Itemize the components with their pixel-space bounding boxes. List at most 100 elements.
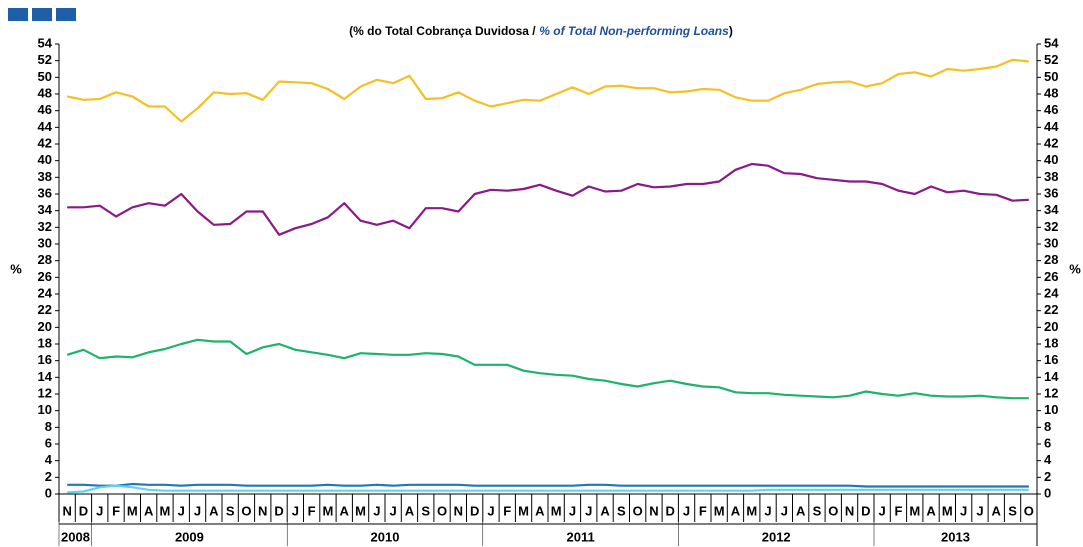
y-tick-label: 32 [38, 219, 52, 234]
logo-block [56, 8, 76, 21]
y2-tick-label: 2 [1044, 469, 1051, 484]
y2-tick-label: 16 [1044, 352, 1058, 367]
y-tick-label: 20 [38, 319, 52, 334]
y2-tick-label: 38 [1044, 169, 1058, 184]
group-label: 2012 [762, 529, 791, 544]
x-tick-label: N [649, 503, 658, 518]
x-tick-label: S [1008, 503, 1017, 518]
x-tick-label: M [746, 503, 757, 518]
group-label: 2011 [566, 529, 594, 544]
y-tick-label: 48 [38, 85, 52, 100]
x-tick-label: A [992, 503, 1002, 518]
y2-tick-label: 36 [1044, 185, 1058, 200]
y2-tick-label: 12 [1044, 385, 1058, 400]
x-tick-label: M [714, 503, 725, 518]
y-tick-label: 4 [45, 452, 53, 467]
x-tick-label: J [879, 503, 886, 518]
y2-tick-label: 42 [1044, 135, 1058, 150]
y-tick-label: 50 [38, 69, 52, 84]
x-tick-label: M [323, 503, 334, 518]
y-tick-label: 34 [38, 202, 53, 217]
x-tick-label: M [355, 503, 366, 518]
y2-tick-label: 50 [1044, 69, 1058, 84]
y-tick-label: 38 [38, 169, 52, 184]
x-tick-label: F [112, 503, 120, 518]
y2-tick-label: 48 [1044, 85, 1058, 100]
y2-tick-label: 4 [1044, 452, 1052, 467]
x-tick-label: A [144, 503, 154, 518]
x-tick-label: S [617, 503, 626, 518]
x-tick-label: O [633, 503, 643, 518]
x-tick-label: J [960, 503, 967, 518]
x-tick-label: D [79, 503, 88, 518]
group-label: 2010 [371, 529, 400, 544]
x-tick-label: N [258, 503, 267, 518]
y-tick-label: 2 [45, 469, 52, 484]
subtitle: (% do Total Cobrança Duvidosa / % of Tot… [349, 23, 733, 38]
x-tick-label: J [292, 503, 299, 518]
x-tick-label: F [503, 503, 511, 518]
y2-tick-label: 0 [1044, 485, 1051, 500]
y2-tick-label: 40 [1044, 152, 1058, 167]
x-tick-label: O [828, 503, 838, 518]
x-tick-label: J [585, 503, 592, 518]
x-tick-label: O [1024, 503, 1034, 518]
x-tick-label: A [535, 503, 545, 518]
y2-tick-label: 28 [1044, 252, 1058, 267]
y-tick-label: 30 [38, 235, 52, 250]
x-tick-label: J [976, 503, 983, 518]
y2-tick-label: 10 [1044, 402, 1058, 417]
x-tick-label: F [308, 503, 316, 518]
y2-tick-label: 54 [1044, 35, 1059, 50]
series-line [67, 482, 1029, 488]
y-tick-label: 12 [38, 385, 52, 400]
y-tick-label: 8 [45, 419, 52, 434]
x-tick-label: J [194, 503, 201, 518]
x-tick-label: F [894, 503, 902, 518]
y-axis-label: % [10, 261, 22, 276]
y-tick-label: 26 [38, 269, 52, 284]
x-tick-label: O [241, 503, 251, 518]
y-tick-label: 18 [38, 335, 52, 350]
group-label: 2008 [61, 529, 90, 544]
y-tick-label: 52 [38, 52, 52, 67]
y2-tick-label: 44 [1044, 119, 1059, 134]
group-label: 2013 [941, 529, 970, 544]
x-tick-label: S [421, 503, 430, 518]
y2-axis-label: % [1069, 261, 1081, 276]
x-tick-label: A [209, 503, 219, 518]
logo-block [32, 8, 52, 21]
x-tick-label: A [340, 503, 350, 518]
x-tick-label: S [226, 503, 235, 518]
series-line [66, 58, 1029, 123]
subtitle-en: % of Total Non-performing Loans [539, 24, 729, 38]
x-tick-label: J [569, 503, 576, 518]
series-line [67, 484, 1029, 494]
x-tick-label: A [926, 503, 936, 518]
y2-tick-label: 8 [1044, 419, 1051, 434]
y-tick-label: 54 [38, 35, 53, 50]
x-tick-label: A [600, 503, 610, 518]
logo-block [8, 8, 28, 21]
x-tick-label: M [127, 503, 138, 518]
x-tick-label: A [731, 503, 741, 518]
y-tick-label: 44 [38, 119, 53, 134]
series-line [66, 338, 1029, 400]
y2-tick-label: 6 [1044, 435, 1051, 450]
x-tick-label: S [813, 503, 822, 518]
x-tick-label: N [62, 503, 71, 518]
x-tick-label: A [405, 503, 415, 518]
y-tick-label: 16 [38, 352, 52, 367]
x-tick-label: D [861, 503, 870, 518]
y-tick-label: 46 [38, 102, 52, 117]
y2-tick-label: 46 [1044, 102, 1058, 117]
x-tick-label: J [178, 503, 185, 518]
x-tick-label: J [781, 503, 788, 518]
y-tick-label: 28 [38, 252, 52, 267]
x-tick-label: J [96, 503, 103, 518]
y2-tick-label: 14 [1044, 369, 1059, 384]
y-tick-label: 6 [45, 435, 52, 450]
x-tick-label: J [390, 503, 397, 518]
x-tick-label: M [160, 503, 171, 518]
